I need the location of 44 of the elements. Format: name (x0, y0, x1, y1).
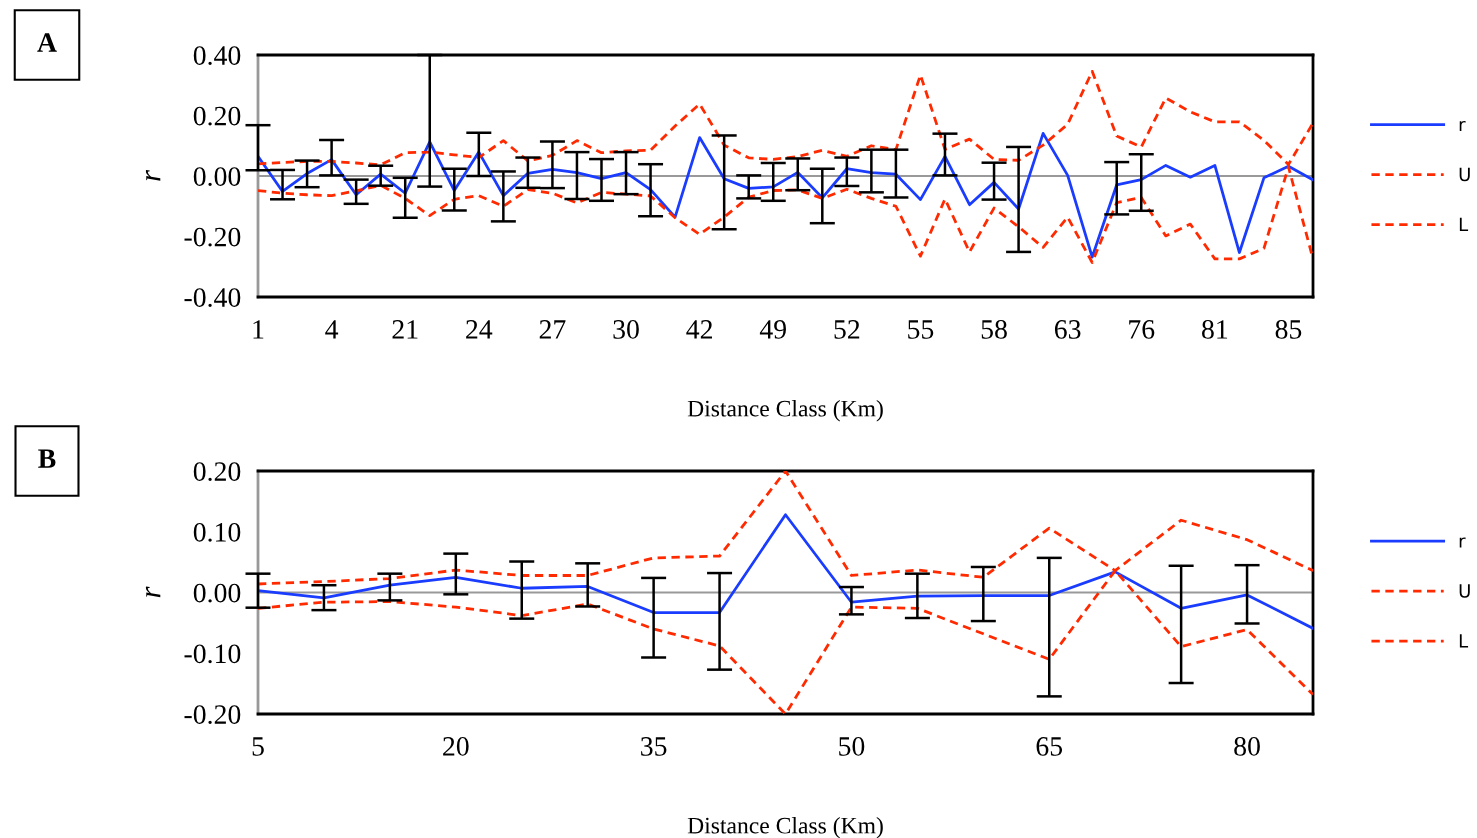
legend-label: U (1459, 584, 1470, 598)
x-tick-label: 81 (1202, 320, 1228, 339)
y-tick-label: 0.10 (193, 522, 241, 542)
x-tick-label: 35 (641, 737, 667, 756)
x-tick-label: 63 (1054, 320, 1081, 339)
x-tick-label: 27 (539, 320, 566, 339)
legend-label: L (1459, 217, 1469, 231)
x-axis-title: Distance Class (Km) (687, 816, 883, 838)
y-tick-label: -0.10 (184, 644, 241, 664)
x-tick-label: 5 (252, 737, 264, 756)
y-tick-label: 0.40 (193, 46, 241, 66)
line-series (258, 513, 1313, 630)
x-tick-label: 1 (253, 320, 264, 339)
y-tick-label: -0.20 (184, 705, 241, 725)
text: A (37, 33, 57, 52)
x-tick-label: 52 (834, 320, 860, 339)
x-tick-label: 21 (392, 320, 418, 339)
x-tick-label: 4 (325, 320, 339, 339)
x-tick-label: 76 (1129, 320, 1155, 339)
y-axis-title: r (145, 586, 161, 598)
legend-label: L (1459, 634, 1469, 648)
x-tick-label: 50 (839, 737, 865, 756)
y-tick-label: 0.20 (193, 106, 241, 126)
x-tick-label: 20 (443, 737, 469, 756)
y-tick-label: -0.40 (184, 288, 241, 308)
y-tick-label: 0.20 (193, 462, 241, 482)
x-tick-label: 30 (613, 320, 639, 339)
x-tick-label: 85 (1275, 320, 1302, 339)
x-tick-label: 42 (686, 320, 712, 339)
x-tick-label: 55 (908, 320, 934, 339)
legend-label: U (1459, 167, 1470, 182)
x-axis-title: Distance Class (Km) (687, 399, 883, 422)
y-tick-label: 0.00 (193, 583, 241, 603)
legend-label: r (1459, 537, 1466, 548)
text: B (38, 449, 56, 468)
x-tick-label: 80 (1234, 737, 1260, 756)
x-tick-label: 49 (759, 320, 786, 339)
y-tick-label: 0.00 (193, 167, 241, 187)
y-axis-title: r (145, 169, 161, 181)
x-tick-label: 24 (466, 320, 493, 339)
y-tick-label: -0.20 (184, 227, 241, 247)
legend-label: r (1459, 120, 1466, 132)
x-tick-label: 65 (1036, 737, 1063, 756)
x-tick-label: 58 (981, 320, 1007, 339)
